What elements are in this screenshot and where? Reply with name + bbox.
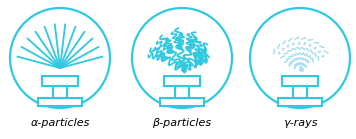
Text: α-particles: α-particles [30,118,90,128]
Polygon shape [278,98,322,106]
Polygon shape [293,86,307,98]
Polygon shape [160,98,204,106]
Polygon shape [42,76,78,86]
Polygon shape [164,76,200,86]
Polygon shape [38,98,82,106]
Text: γ-rays: γ-rays [283,118,317,128]
Polygon shape [175,86,189,98]
Polygon shape [53,86,67,98]
Polygon shape [282,76,318,86]
Text: β-particles: β-particles [152,118,211,128]
